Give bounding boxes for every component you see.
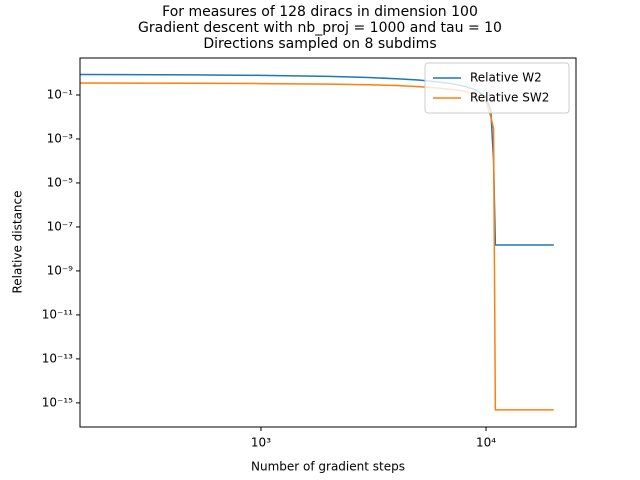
plot-lines bbox=[80, 73, 554, 411]
y-tick-label: 10⁻⁵ bbox=[47, 175, 74, 189]
y-tick-label: 10⁻⁷ bbox=[47, 219, 74, 233]
x-tick-label: 10⁴ bbox=[476, 436, 496, 450]
y-axis-label: Relative distance bbox=[11, 190, 25, 293]
y-tick-label: 10⁻⁹ bbox=[47, 263, 74, 277]
y-tick-label: 10⁻¹³ bbox=[42, 351, 73, 365]
y-tick-label: 10⁻¹¹ bbox=[42, 307, 73, 321]
legend-label: Relative SW2 bbox=[470, 91, 549, 105]
chart-title: Gradient descent with nb_proj = 1000 and… bbox=[138, 20, 502, 36]
legend-label: Relative W2 bbox=[470, 71, 542, 85]
plot-frame bbox=[79, 57, 577, 428]
y-tick-label: 10⁻¹⁵ bbox=[42, 395, 73, 409]
series-line bbox=[80, 82, 554, 411]
y-tick-label: 10⁻³ bbox=[47, 131, 74, 145]
x-axis-label: Number of gradient steps bbox=[251, 460, 405, 474]
chart-title: For measures of 128 diracs in dimension … bbox=[162, 4, 478, 20]
chart-title: Directions sampled on 8 subdims bbox=[203, 36, 436, 52]
x-tick-label: 10³ bbox=[251, 436, 271, 450]
legend-box bbox=[424, 62, 570, 114]
y-tick-label: 10⁻¹ bbox=[47, 87, 74, 101]
